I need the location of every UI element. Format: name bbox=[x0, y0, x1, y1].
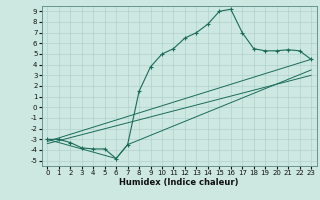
X-axis label: Humidex (Indice chaleur): Humidex (Indice chaleur) bbox=[119, 178, 239, 187]
